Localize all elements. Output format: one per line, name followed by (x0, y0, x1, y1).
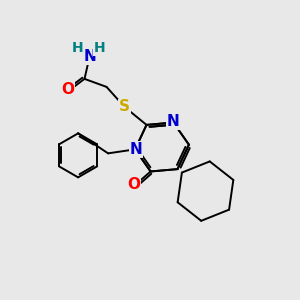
Text: N: N (130, 142, 142, 157)
Text: S: S (119, 99, 130, 114)
Text: O: O (61, 82, 74, 98)
Text: H: H (72, 41, 83, 55)
Text: N: N (167, 114, 180, 129)
Text: O: O (127, 177, 140, 192)
Text: H: H (94, 41, 105, 55)
Text: N: N (83, 50, 96, 64)
